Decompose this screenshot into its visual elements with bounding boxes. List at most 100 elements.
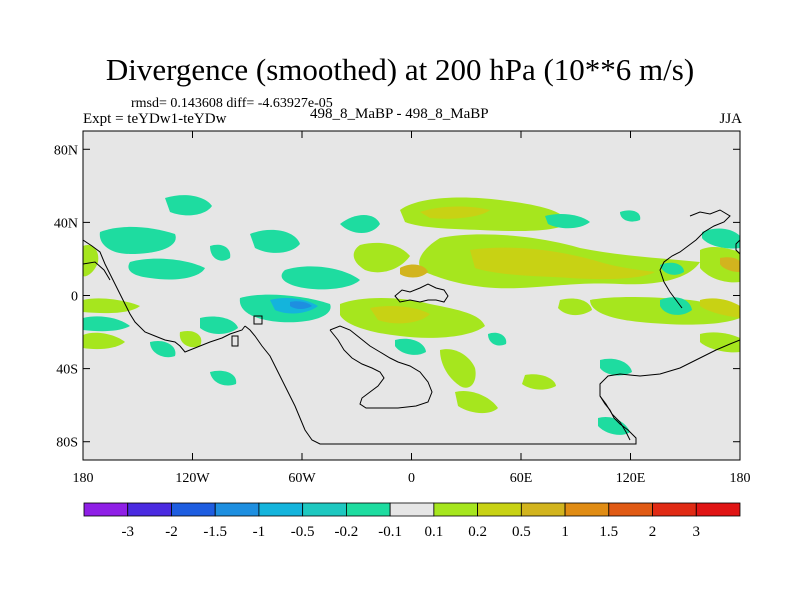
field-blob [99, 226, 176, 254]
field-blob [600, 358, 632, 376]
field-blob [83, 298, 140, 314]
coastline [83, 261, 111, 281]
lat-tick-label: 40S [56, 363, 78, 378]
field-blob [340, 215, 380, 233]
field-blob [290, 301, 312, 309]
colorbar-label: -0.2 [335, 524, 359, 540]
map-background [83, 131, 740, 460]
axis-ticks: 80N 40N 0 40S 80S 180 120W 60W 0 60E 120E 180 [54, 131, 751, 486]
lat-tick-label: 80S [56, 436, 78, 451]
field-blob [700, 298, 740, 318]
colorbar-label: 0.5 [512, 524, 531, 540]
field-blob [150, 340, 176, 358]
field-blob [353, 242, 410, 273]
colorbar-swatch [389, 502, 435, 517]
colorbar: -3 -2 -1.5 -1 -0.5 -0.2 -0.1 0.1 0.2 0.5 1 1.5 2 3 [83, 502, 741, 540]
coastline [329, 325, 433, 409]
lon-tick-label: 60E [510, 471, 533, 486]
field-blob [700, 246, 740, 283]
lat-tick-label: 80N [54, 143, 78, 158]
field-blob [83, 332, 125, 350]
colorbar-swatch [608, 502, 653, 517]
field-blob [210, 244, 231, 261]
field-blob [200, 316, 238, 334]
colorbar-label: -3 [121, 524, 134, 540]
field-blob [83, 244, 99, 277]
field-blob [128, 258, 205, 280]
field-blob [488, 332, 507, 346]
field-blob [455, 390, 498, 414]
lon-tick-label: 60W [288, 471, 316, 486]
field-blob [558, 298, 592, 316]
lon-tick-label: 180 [73, 471, 94, 486]
colorbar-swatch [83, 502, 129, 517]
colorbar-label: 1.5 [599, 524, 618, 540]
field-blob [720, 257, 740, 272]
field-blob [210, 370, 237, 386]
colorbar-label: -0.1 [378, 524, 402, 540]
field-blob [395, 338, 426, 355]
lon-tick-label: 0 [408, 471, 415, 486]
field-blob [370, 306, 430, 324]
lat-tick-label: 40N [54, 216, 78, 231]
colorbar-swatch [345, 502, 391, 517]
coastline [231, 335, 239, 347]
coastline [599, 395, 631, 441]
colorbar-swatch [652, 502, 697, 517]
coastline [253, 315, 263, 325]
colorbar-label: -0.5 [291, 524, 315, 540]
rmsd-diff-stats: rmsd= 0.143608 diff= -4.63927e-05 [131, 96, 333, 111]
field-blob [522, 374, 556, 390]
field-blob [545, 214, 590, 229]
field-blob [598, 416, 630, 435]
colorbar-swatch [477, 502, 522, 517]
colorbar-label: -1 [253, 524, 266, 540]
colorbar-label: -2 [165, 524, 178, 540]
field-blob [400, 197, 570, 232]
field-blob [475, 216, 495, 229]
field-blob [660, 262, 684, 275]
divergence-field [83, 195, 740, 435]
case-label: 498_8_MaBP - 498_8_MaBP [310, 106, 489, 122]
field-blob [702, 228, 740, 249]
colorbar-label: 0.2 [468, 524, 487, 540]
coastline [244, 325, 740, 445]
season-label: JJA [719, 111, 742, 127]
field-blob [620, 210, 641, 222]
plot-title: Divergence (smoothed) at 200 hPa (10**6 … [105, 52, 695, 87]
experiment-label: Expt = teYDw1-teYDw [83, 111, 227, 127]
field-blob [700, 332, 740, 353]
colorbar-swatch [564, 502, 610, 517]
colorbar-label: 0.1 [424, 524, 443, 540]
colorbar-swatch [214, 502, 260, 517]
field-blob [281, 266, 360, 290]
lon-tick-label: 180 [730, 471, 751, 486]
coastline [735, 239, 740, 255]
field-blob [250, 229, 300, 253]
field-blob [440, 349, 476, 388]
colorbar-label: 1 [561, 524, 569, 540]
field-blob [400, 264, 428, 278]
field-blob [420, 206, 490, 219]
colorbar-label: 3 [693, 524, 701, 540]
colorbar-swatch [171, 502, 216, 517]
colorbar-swatch [695, 502, 741, 517]
field-blob [660, 297, 692, 315]
lon-tick-label: 120W [175, 471, 210, 486]
colorbar-swatch [302, 502, 347, 517]
coastlines [83, 209, 740, 445]
colorbar-swatch [127, 502, 172, 517]
lat-tick-label: 0 [71, 290, 78, 305]
field-blob [83, 316, 130, 332]
colorbar-swatch [258, 502, 304, 517]
colorbar-label: -1.5 [203, 524, 227, 540]
lon-tick-label: 120E [616, 471, 646, 486]
colorbar-swatch [520, 502, 566, 517]
coastline [659, 209, 731, 309]
field-blob [165, 195, 212, 216]
colorbar-label: 2 [649, 524, 657, 540]
coastline [394, 283, 449, 303]
colorbar-swatch [433, 502, 479, 517]
field-blob [179, 330, 202, 348]
